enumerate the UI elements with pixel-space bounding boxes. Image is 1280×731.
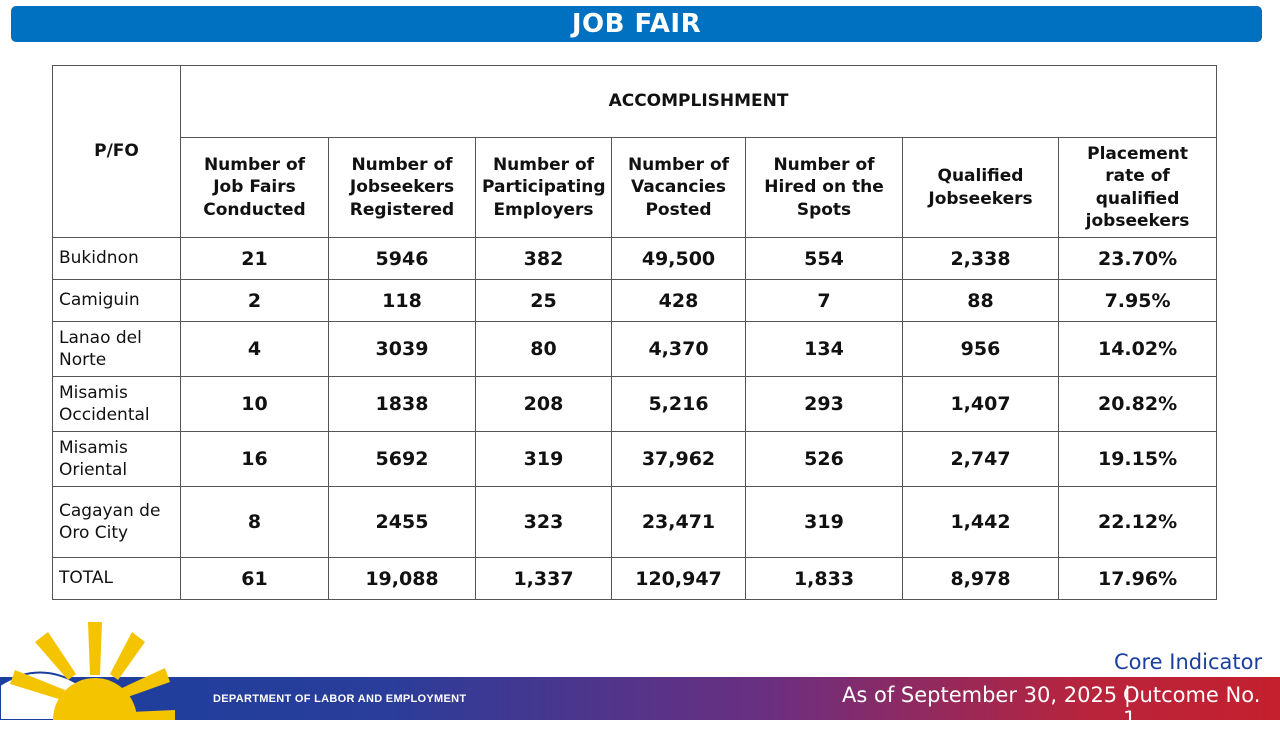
column-header: Number of Hired on the Spots xyxy=(745,137,903,238)
value-cell: 8,978 xyxy=(902,557,1059,600)
value-cell: 19.15% xyxy=(1057,431,1218,487)
value-cell: 2,747 xyxy=(902,431,1059,487)
value-cell: 323 xyxy=(475,486,612,558)
pfo-cell: Lanao del Norte xyxy=(52,321,181,377)
column-header: Number of Participating Employers xyxy=(475,137,612,238)
value-cell: 7 xyxy=(745,279,903,322)
value-cell: 118 xyxy=(328,279,476,322)
table-row: Misamis Occidental 10 1838 208 5,216 293… xyxy=(52,376,1218,432)
value-cell: 5946 xyxy=(328,237,476,280)
value-cell: 3039 xyxy=(328,321,476,377)
value-cell: 1,407 xyxy=(902,376,1059,432)
pfo-cell: Cagayan de Oro City xyxy=(52,486,181,558)
value-cell: 23.70% xyxy=(1057,237,1218,280)
value-cell: 1,337 xyxy=(475,557,612,600)
value-cell: 526 xyxy=(745,431,903,487)
value-cell: 554 xyxy=(745,237,903,280)
column-header: Number of Jobseekers Registered xyxy=(328,137,476,238)
value-cell: 208 xyxy=(475,376,612,432)
value-cell: 20.82% xyxy=(1057,376,1218,432)
column-header: Placement rate of qualified jobseekers xyxy=(1057,137,1218,238)
as-of-date: As of September 30, 2025 | xyxy=(842,683,1131,707)
value-cell: 293 xyxy=(745,376,903,432)
value-cell: 120,947 xyxy=(611,557,746,600)
column-header: Qualified Jobseekers xyxy=(902,137,1059,238)
value-cell: 88 xyxy=(902,279,1059,322)
table-row: Cagayan de Oro City 8 2455 323 23,471 31… xyxy=(52,486,1218,558)
value-cell: 49,500 xyxy=(611,237,746,280)
value-cell: 2 xyxy=(180,279,329,322)
title-bar: JOB FAIR xyxy=(11,6,1262,42)
value-cell: 5692 xyxy=(328,431,476,487)
value-cell: 956 xyxy=(902,321,1059,377)
page-title: JOB FAIR xyxy=(571,9,702,39)
value-cell: 134 xyxy=(745,321,903,377)
table-row: Misamis Oriental 16 5692 319 37,962 526 … xyxy=(52,431,1218,487)
total-row: TOTAL 61 19,088 1,337 120,947 1,833 8,97… xyxy=(52,557,1218,600)
pfo-cell: Misamis Oriental xyxy=(52,431,181,487)
value-cell: 16 xyxy=(180,431,329,487)
pfo-cell: TOTAL xyxy=(52,557,181,600)
value-cell: 1,442 xyxy=(902,486,1059,558)
pfo-cell: Camiguin xyxy=(52,279,181,322)
value-cell: 5,216 xyxy=(611,376,746,432)
value-cell: 8 xyxy=(180,486,329,558)
value-cell: 7.95% xyxy=(1057,279,1218,322)
department-label: DEPARTMENT OF LABOR AND EMPLOYMENT xyxy=(213,693,467,705)
column-header: Number of Vacancies Posted xyxy=(611,137,746,238)
value-cell: 37,962 xyxy=(611,431,746,487)
value-cell: 382 xyxy=(475,237,612,280)
value-cell: 22.12% xyxy=(1057,486,1218,558)
value-cell: 23,471 xyxy=(611,486,746,558)
value-cell: 80 xyxy=(475,321,612,377)
value-cell: 14.02% xyxy=(1057,321,1218,377)
value-cell: 21 xyxy=(180,237,329,280)
value-cell: 428 xyxy=(611,279,746,322)
value-cell: 1838 xyxy=(328,376,476,432)
value-cell: 319 xyxy=(475,431,612,487)
value-cell: 4 xyxy=(180,321,329,377)
value-cell: 319 xyxy=(745,486,903,558)
philippine-sun-icon xyxy=(0,622,175,720)
table-row: Bukidnon 21 5946 382 49,500 554 2,338 23… xyxy=(52,237,1218,280)
job-fair-table: P/FO ACCOMPLISHMENT Number of Job Fairs … xyxy=(52,65,1218,600)
core-indicator: Core Indicator xyxy=(1114,650,1263,674)
value-cell: 10 xyxy=(180,376,329,432)
column-header: Number of Job Fairs Conducted xyxy=(180,137,329,238)
accomplishment-header: ACCOMPLISHMENT xyxy=(179,65,1218,138)
value-cell: 2455 xyxy=(328,486,476,558)
value-cell: 17.96% xyxy=(1057,557,1218,600)
pfo-cell: Bukidnon xyxy=(52,237,181,280)
value-cell: 2,338 xyxy=(902,237,1059,280)
pfo-header: P/FO xyxy=(52,65,181,238)
table-row: Lanao del Norte 4 3039 80 4,370 134 956 … xyxy=(52,321,1218,377)
table-row: Camiguin 2 118 25 428 7 88 7.95% xyxy=(52,279,1218,322)
value-cell: 1,833 xyxy=(745,557,903,600)
pfo-cell: Misamis Occidental xyxy=(52,376,181,432)
value-cell: 4,370 xyxy=(611,321,746,377)
outcome-label: Outcome No. 1 xyxy=(1123,683,1261,731)
footer-band xyxy=(0,677,1280,720)
value-cell: 61 xyxy=(180,557,329,600)
value-cell: 25 xyxy=(475,279,612,322)
value-cell: 19,088 xyxy=(328,557,476,600)
